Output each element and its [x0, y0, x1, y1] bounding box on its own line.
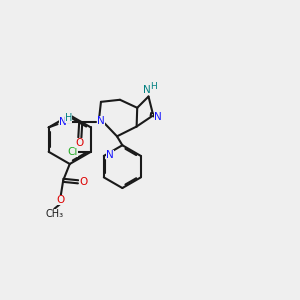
Text: N: N — [154, 112, 162, 122]
Text: O: O — [56, 195, 65, 205]
Text: Cl: Cl — [67, 147, 78, 157]
Text: H: H — [65, 113, 72, 123]
Text: N: N — [97, 116, 105, 126]
Text: N: N — [143, 85, 151, 95]
Text: N: N — [106, 150, 114, 161]
Text: CH₃: CH₃ — [45, 209, 63, 219]
Text: O: O — [75, 138, 84, 148]
Text: H: H — [151, 82, 157, 91]
Text: N: N — [59, 117, 67, 127]
Text: O: O — [79, 177, 88, 187]
